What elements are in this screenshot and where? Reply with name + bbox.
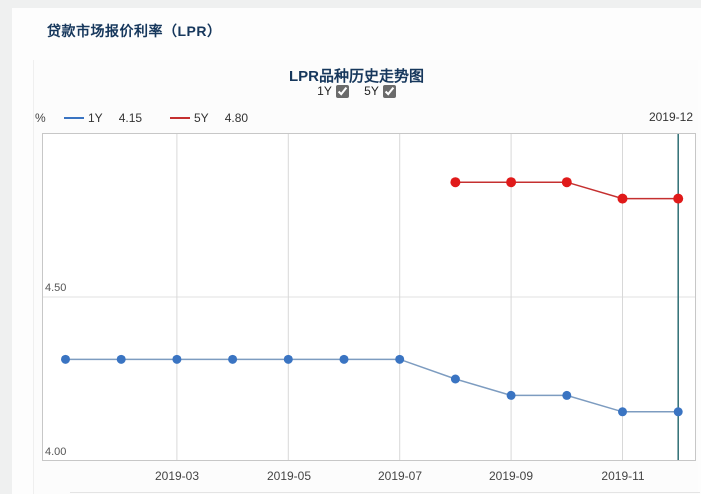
page-title: 贷款市场报价利率（LPR） xyxy=(47,23,222,39)
lpr-line-chart xyxy=(42,133,696,461)
x-tick-2019-07: 2019-07 xyxy=(377,469,423,483)
toggle-1y-label: 1Y xyxy=(317,84,332,98)
x-tick-2019-05: 2019-05 xyxy=(266,469,312,483)
legend-swatch-1y-icon xyxy=(64,117,84,119)
toggle-1y[interactable]: 1Y xyxy=(317,84,349,98)
current-period-label: 2019-12 xyxy=(648,110,693,124)
x-tick-2019-11: 2019-11 xyxy=(601,469,645,483)
legend-item-5y: 5Y 4.80 xyxy=(170,111,248,125)
legend-label-1y: 1Y xyxy=(88,111,103,125)
chart-title: LPR品种历史走势图 xyxy=(288,68,424,85)
content-card: 贷款市场报价利率（LPR） LPR品种历史走势图 1Y 5Y % 1Y 4.15… xyxy=(12,8,701,494)
toggle-5y-checkbox[interactable] xyxy=(382,84,396,98)
bottom-divider xyxy=(70,492,700,493)
series-toggles: 1Y 5Y xyxy=(12,84,701,98)
y-tick-450: 4.50 xyxy=(45,282,67,294)
y-tick-400: 4.00 xyxy=(45,446,67,458)
legend-swatch-5y-icon xyxy=(170,117,190,119)
toggle-1y-checkbox[interactable] xyxy=(335,84,349,98)
toggle-5y[interactable]: 5Y xyxy=(364,84,396,98)
y-axis-unit-label: % xyxy=(35,111,46,125)
legend-item-1y: 1Y 4.15 xyxy=(64,111,142,125)
legend-label-5y: 5Y xyxy=(194,111,209,125)
legend-value-1y: 4.15 xyxy=(118,111,143,125)
x-tick-2019-09: 2019-09 xyxy=(488,469,534,483)
legend-value-5y: 4.80 xyxy=(224,111,249,125)
toggle-5y-label: 5Y xyxy=(364,84,379,98)
x-tick-2019-03: 2019-03 xyxy=(154,469,200,483)
